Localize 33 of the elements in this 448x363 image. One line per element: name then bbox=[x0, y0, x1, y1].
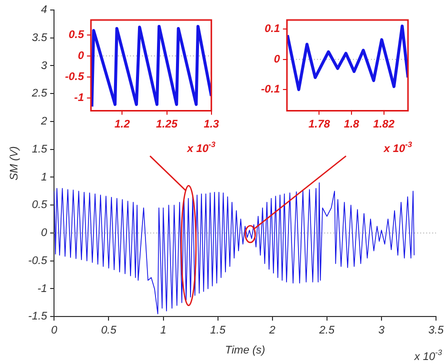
y-tick-label: 1 bbox=[41, 171, 48, 184]
x-tick-label: 1.78 bbox=[308, 118, 331, 130]
y-tick-label: 4 bbox=[41, 4, 48, 16]
y-tick-label: -1 bbox=[74, 92, 84, 104]
y-tick-label: 0 bbox=[78, 50, 85, 62]
x-tick-label: 1.25 bbox=[156, 118, 178, 130]
y-tick-label: -1.5 bbox=[28, 310, 48, 323]
x-tick-label: 1.2 bbox=[114, 118, 130, 130]
x-tick-label: 1 bbox=[160, 324, 166, 336]
y-tick-label: -1 bbox=[37, 282, 48, 295]
y-tick-label: -0.1 bbox=[260, 84, 280, 96]
y-tick-label: 0.5 bbox=[68, 28, 85, 41]
x-tick-label: 0.5 bbox=[101, 324, 118, 336]
y-tick-label: 2.5 bbox=[30, 88, 48, 100]
y-tick-label: 0.5 bbox=[32, 199, 48, 212]
x-tick-label: 1.82 bbox=[373, 118, 394, 130]
y-tick-label: 3 bbox=[41, 60, 48, 72]
y-tick-label: 3.5 bbox=[32, 32, 48, 44]
y-axis-title: SM (V) bbox=[8, 146, 21, 180]
y-tick-label: 0 bbox=[274, 53, 281, 66]
x-tick-label: 1.5 bbox=[210, 324, 226, 336]
y-tick-label: 0 bbox=[41, 227, 48, 240]
y-tick-label: -0.5 bbox=[28, 254, 48, 267]
x-tick-label: 3 bbox=[378, 324, 386, 336]
x-tick-label: 1.8 bbox=[344, 118, 360, 130]
y-tick-label: 0.1 bbox=[264, 23, 280, 36]
x-tick-label: 3.5 bbox=[428, 324, 445, 336]
y-tick-label: -0.5 bbox=[64, 71, 85, 84]
x-axis-title: Time (s) bbox=[224, 344, 266, 356]
x-tick-label: 2.5 bbox=[318, 324, 336, 336]
x-tick-label: 1.3 bbox=[204, 118, 220, 130]
y-tick-label: 1.5 bbox=[32, 143, 48, 156]
x-tick-label: 0 bbox=[51, 324, 58, 336]
